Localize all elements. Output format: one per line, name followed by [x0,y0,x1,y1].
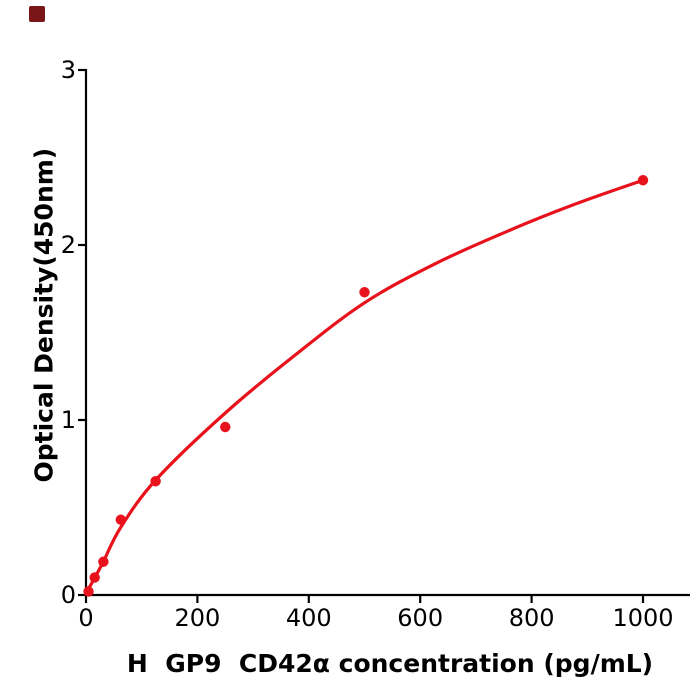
y-tick-label: 1 [60,406,76,434]
x-tick-label: 400 [285,604,332,632]
data-point-marker [98,556,109,567]
x-tick-label: 0 [78,604,94,632]
data-point-marker [637,175,649,186]
y-tick-label: 2 [60,231,76,259]
data-point-marker [89,572,100,583]
x-axis-title: H GP9 CD42α concentration (pg/mL) [126,649,654,678]
x-tick-label: 800 [508,604,555,632]
data-point-marker [359,287,370,298]
y-tick-label: 0 [60,581,76,609]
fit-curve-line [84,178,645,595]
data-point-marker [115,514,127,525]
y-axis-title: Optical Density(450nm) [29,147,59,483]
x-tick-label: 200 [174,604,221,632]
x-tick-label: 600 [397,604,444,632]
x-tick-label: 1000 [612,604,674,632]
y-tick-label: 3 [60,56,76,84]
corner-marker-square [29,6,45,22]
data-point-marker [83,586,94,597]
data-point-marker [150,476,161,487]
data-point-marker [220,421,231,433]
